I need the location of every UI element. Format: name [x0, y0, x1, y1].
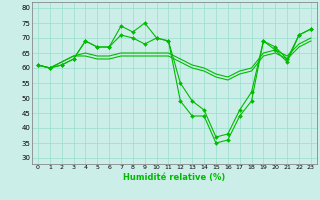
X-axis label: Humidité relative (%): Humidité relative (%) [123, 173, 226, 182]
